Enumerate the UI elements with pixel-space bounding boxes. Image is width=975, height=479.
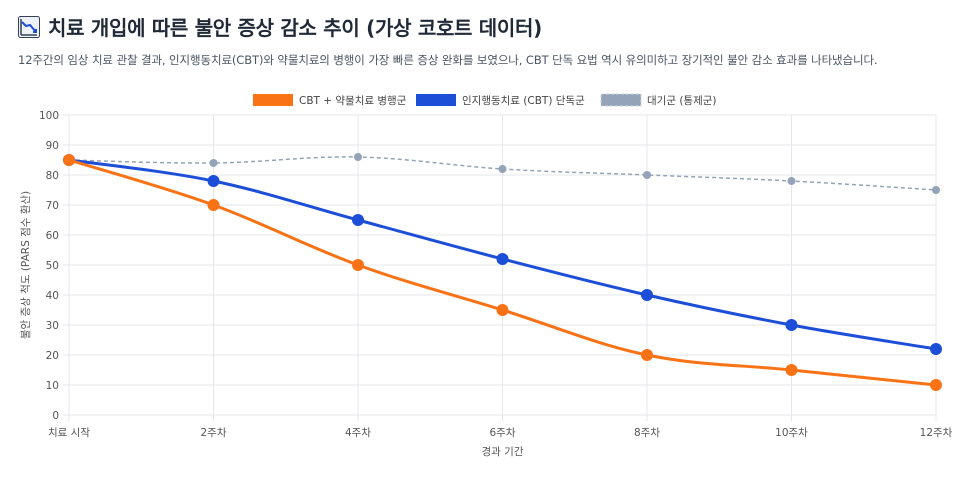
page-title: 치료 개입에 따른 불안 증상 감소 추이 (가상 코호트 데이터) (48, 16, 542, 40)
data-point-series-1 (496, 253, 509, 265)
data-point-series-0 (352, 259, 364, 271)
y-tick-label: 100 (39, 110, 59, 122)
x-tick-label: 12주차 (920, 427, 953, 439)
x-tick-label: 10주차 (775, 427, 808, 439)
data-point-series-2 (498, 165, 507, 173)
y-tick-label: 20 (46, 350, 59, 362)
data-point-series-1 (641, 289, 653, 301)
y-tick-label: 70 (46, 200, 59, 212)
data-point-series-0 (785, 364, 798, 376)
legend-label-1: 인지행동치료 (CBT) 단독군 (462, 95, 585, 107)
x-tick-label: 2주차 (200, 427, 226, 439)
y-tick-label: 60 (46, 230, 59, 242)
title-row: 치료 개입에 따른 불안 증상 감소 추이 (가상 코호트 데이터) (18, 12, 542, 41)
page-subtitle: 12주간의 임상 치료 관찰 결과, 인지행동치료(CBT)와 약물치료의 병행… (18, 53, 878, 67)
y-tick-label: 10 (46, 380, 59, 392)
y-tick-label: 30 (46, 320, 59, 332)
legend-label-2: 대기군 (통제군) (647, 95, 717, 107)
y-axis-title: 불안 증상 척도 (PARS 점수 환산) (20, 191, 32, 339)
data-point-series-2 (209, 159, 218, 167)
x-axis-title: 경과 기간 (482, 445, 524, 458)
y-tick-label: 90 (46, 140, 59, 152)
y-tick-label: 40 (46, 290, 59, 302)
data-point-series-1 (785, 319, 798, 331)
data-point-series-1 (207, 175, 220, 187)
x-tick-label: 6주차 (489, 427, 515, 439)
x-tick-label: 치료 시작 (48, 427, 90, 439)
y-tick-label: 50 (46, 260, 59, 272)
chart-decreasing-icon (18, 15, 40, 38)
data-point-series-0 (496, 304, 509, 316)
data-point-series-2 (932, 186, 940, 194)
data-point-series-2 (354, 153, 362, 161)
data-point-series-0 (207, 199, 220, 211)
data-point-series-0 (930, 379, 942, 391)
data-point-series-0 (63, 154, 75, 166)
data-point-series-2 (643, 171, 651, 179)
data-point-series-1 (930, 343, 942, 355)
data-point-series-1 (352, 214, 364, 226)
data-point-series-0 (641, 349, 653, 361)
x-tick-label: 8주차 (634, 427, 660, 439)
legend-swatch-2 (600, 93, 642, 107)
legend-label-0: CBT + 약물치료 병행군 (299, 95, 407, 107)
data-point-series-2 (787, 177, 796, 185)
y-tick-label: 80 (46, 170, 59, 182)
x-tick-label: 4주차 (345, 427, 371, 439)
legend-swatch-1 (416, 94, 456, 106)
y-tick-label: 0 (52, 410, 59, 422)
legend-swatch-0 (253, 94, 293, 106)
